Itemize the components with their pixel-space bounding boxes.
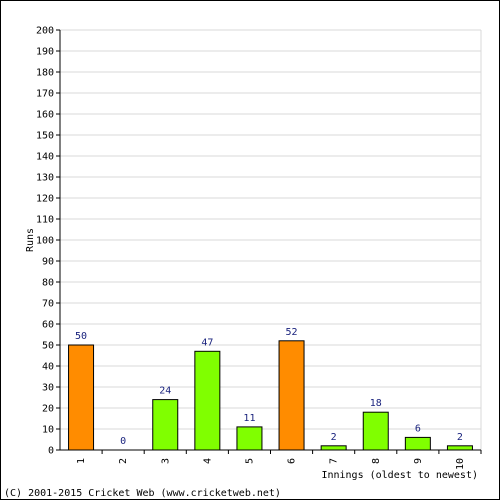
data-label: 11 xyxy=(243,413,255,424)
x-tick-label: 2 xyxy=(118,458,129,464)
bar xyxy=(68,344,95,451)
data-label: 24 xyxy=(159,386,171,397)
bars xyxy=(68,340,473,451)
bar xyxy=(362,411,389,451)
bar xyxy=(236,426,263,451)
data-label: 2 xyxy=(331,432,337,443)
y-tick-label: 0 xyxy=(48,446,54,457)
y-tick-label: 120 xyxy=(36,194,54,205)
y-tick-label: 180 xyxy=(36,68,54,79)
x-tick-label: 7 xyxy=(329,458,340,464)
y-tick-label: 20 xyxy=(42,404,54,415)
bar xyxy=(320,445,347,451)
y-axis-title: Runs xyxy=(25,228,36,252)
grid-lines xyxy=(60,29,482,450)
y-tick-label: 70 xyxy=(42,299,54,310)
bar xyxy=(194,350,221,451)
x-tick-label: 9 xyxy=(413,458,424,464)
y-tick-label: 140 xyxy=(36,152,54,163)
y-tick-label: 100 xyxy=(36,236,54,247)
x-tick-label: 3 xyxy=(160,458,171,464)
data-label: 2 xyxy=(457,432,463,443)
bar xyxy=(278,340,305,451)
y-tick-labels: 0 10 20 30 40 50 60 70 80 90 100 110 120 130 140 150 160… xyxy=(36,26,54,457)
axes xyxy=(56,29,482,454)
y-tick-label: 90 xyxy=(42,257,54,268)
x-tick-label: 8 xyxy=(371,458,382,464)
x-tick-label: 10 xyxy=(455,458,466,470)
data-label: 50 xyxy=(75,331,87,342)
data-labels: 50 0 24 47 11 52 2 18 6 2 xyxy=(75,327,463,447)
x-tick-label: 1 xyxy=(76,458,87,464)
data-label: 18 xyxy=(370,398,382,409)
data-label: 52 xyxy=(286,327,298,338)
copyright-footer: (C) 2001-2015 Cricket Web (www.cricketwe… xyxy=(4,488,281,499)
bar xyxy=(446,445,473,451)
y-tick-label: 50 xyxy=(42,341,54,352)
x-tick-label: 5 xyxy=(244,458,255,464)
y-tick-label: 60 xyxy=(42,320,54,331)
y-tick-label: 110 xyxy=(36,215,54,226)
bar xyxy=(152,399,179,451)
y-tick-label: 150 xyxy=(36,131,54,142)
bar xyxy=(404,436,431,451)
x-tick-label: 4 xyxy=(202,458,213,464)
y-tick-label: 40 xyxy=(42,362,54,373)
y-tick-label: 190 xyxy=(36,47,54,58)
y-tick-label: 170 xyxy=(36,89,54,100)
data-label: 0 xyxy=(120,436,126,447)
y-tick-label: 130 xyxy=(36,173,54,184)
data-label: 47 xyxy=(201,337,213,348)
x-tick-labels: 1 2 3 4 5 6 7 8 9 10 xyxy=(76,458,466,470)
data-label: 6 xyxy=(415,423,421,434)
y-tick-label: 10 xyxy=(42,425,54,436)
y-tick-label: 160 xyxy=(36,110,54,121)
x-tick-label: 6 xyxy=(287,458,298,464)
x-axis-title: Innings (oldest to newest) xyxy=(321,470,478,481)
y-tick-label: 80 xyxy=(42,278,54,289)
y-tick-label: 30 xyxy=(42,383,54,394)
y-tick-label: 200 xyxy=(36,26,54,37)
